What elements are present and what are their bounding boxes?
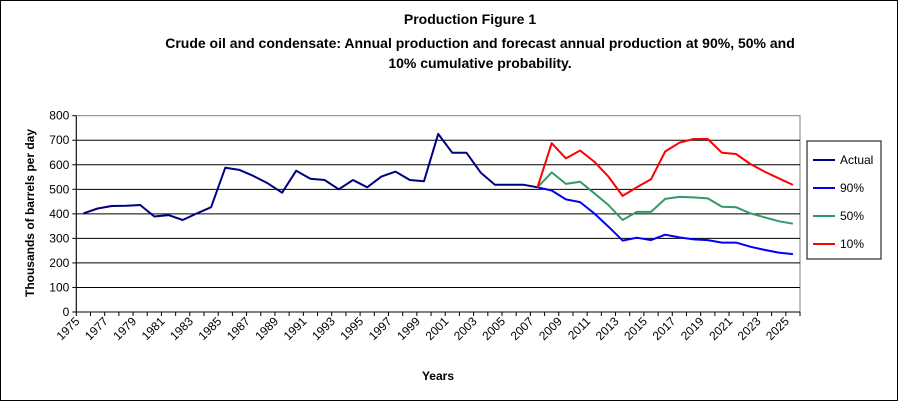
y-tick-label: 300: [49, 231, 69, 245]
series-line-90pct: [537, 186, 794, 256]
y-tick-label: 200: [49, 256, 69, 270]
chart-subtitle-line-2: 10% cumulative probability.: [388, 55, 571, 71]
y-tick-label: 700: [49, 133, 69, 147]
series-line-actual: [83, 132, 538, 221]
legend: Actual 90% 50% 10%: [806, 140, 882, 260]
chart-subtitle-line-1: Crude oil and condensate: Annual product…: [165, 35, 795, 51]
series-line-50pct: [536, 171, 794, 225]
y-tick-label: 800: [49, 109, 69, 123]
y-tick-label: 600: [49, 158, 69, 172]
y-tick-label: 0: [63, 305, 70, 319]
legend-label: 90%: [840, 181, 864, 195]
y-tick-label: 100: [49, 280, 69, 294]
y-tick-label: 500: [49, 182, 69, 196]
chart-title: Production Figure 1: [404, 11, 536, 27]
legend-label: 10%: [840, 237, 864, 251]
x-axis-label: Years: [422, 369, 454, 383]
legend-label: 50%: [840, 209, 864, 223]
y-axis-label: Thousands of barrels per day: [23, 129, 37, 297]
legend-label: Actual: [840, 153, 873, 167]
series-line-10pct: [536, 138, 794, 197]
y-tick-label: 400: [49, 207, 69, 221]
